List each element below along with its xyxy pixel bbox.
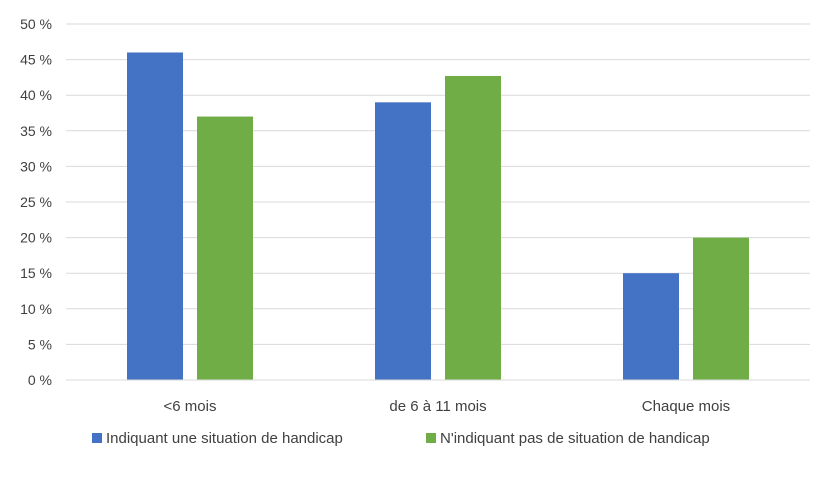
x-tick-label: <6 mois [164, 398, 217, 415]
x-tick-label: Chaque mois [642, 398, 730, 415]
y-tick-label: 20 % [20, 230, 52, 246]
y-axis-ticks: 0 % 5 % 10 % 15 % 20 % 25 % 30 % 35 % 40 % 45 % 50… [20, 16, 52, 388]
y-tick-label: 45 % [20, 52, 52, 68]
y-tick-label: 10 % [20, 301, 52, 317]
bar-with-handicap [375, 102, 431, 380]
y-tick-label: 5 % [28, 336, 52, 352]
y-tick-label: 25 % [20, 194, 52, 210]
legend-swatch [92, 433, 102, 443]
gridlines [66, 23, 810, 345]
legend-label: Indiquant une situation de handicap [106, 430, 343, 447]
bar-with-handicap [623, 273, 679, 380]
legend-label: N'indiquant pas de situation de handicap [440, 430, 710, 447]
bar-without-handicap [445, 75, 501, 380]
legend: Indiquant une situation de handicap N'ind… [92, 430, 710, 447]
y-tick-label: 30 % [20, 158, 52, 174]
y-tick-label: 40 % [20, 87, 52, 103]
x-axis-labels: <6 mois de 6 à 11 mois Chaque mois [164, 398, 731, 415]
bar-without-handicap [693, 237, 749, 380]
bar-with-handicap [127, 52, 183, 380]
y-tick-label: 15 % [20, 265, 52, 281]
x-tick-label: de 6 à 11 mois [389, 398, 486, 415]
bars [127, 52, 749, 380]
y-tick-label: 50 % [20, 16, 52, 32]
y-tick-label: 35 % [20, 123, 52, 139]
y-tick-label: 0 % [28, 372, 52, 388]
legend-swatch [426, 433, 436, 443]
bar-without-handicap [197, 116, 253, 380]
